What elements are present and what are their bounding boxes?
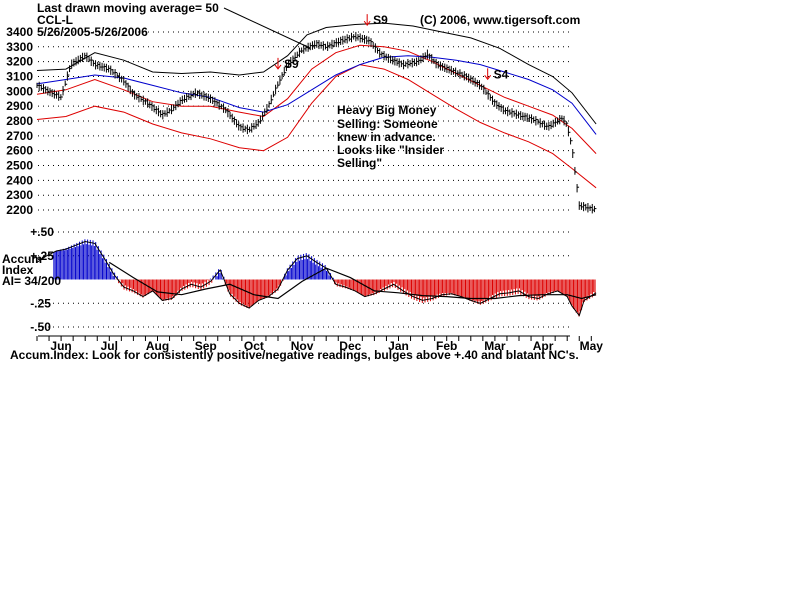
price-y-tick: 3300	[6, 40, 33, 54]
annotation-line-5: Selling"	[337, 156, 382, 170]
ma50-line	[36, 55, 597, 135]
annotation-line-3: knew in advance.	[337, 130, 436, 144]
signal-arrow-head	[363, 20, 371, 26]
price-y-tick: 3100	[6, 69, 33, 83]
ma-note-pointer	[223, 7, 311, 49]
price-y-tick: 2300	[6, 188, 33, 202]
annotation-line-2: Selling: Someone	[337, 117, 438, 131]
indicator-y-tick: +.25	[30, 249, 54, 263]
month-label: Oct	[244, 339, 264, 353]
trade-signals: S9 S9 S4	[274, 13, 509, 81]
price-series	[36, 31, 597, 214]
price-y-tick: 2600	[6, 144, 33, 158]
month-label: May	[580, 339, 604, 353]
insider-selling-annotation: Heavy Big Money Selling: Someone knew in…	[337, 103, 444, 170]
price-y-tick: 3200	[6, 55, 33, 69]
signal-label: S9	[373, 13, 388, 27]
annotation-line-4: Looks like "Insider	[337, 143, 444, 157]
month-label: Jun	[50, 339, 71, 353]
indicator-y-tick: +.50	[30, 225, 54, 239]
accum-index-histogram	[36, 239, 597, 317]
month-label: Feb	[436, 339, 457, 353]
symbol-label: CCL-L	[37, 13, 73, 27]
price-y-tick: 3400	[6, 25, 33, 39]
price-y-tick: 2900	[6, 99, 33, 113]
month-label: Jan	[388, 339, 409, 353]
month-label: Dec	[339, 339, 361, 353]
indicator-y-tick: -.50	[30, 320, 51, 334]
bollinger-bands	[36, 22, 597, 189]
month-axis: Jun Jul Aug Sep Oct Nov Dec Jan Feb Mar Apr May	[36, 335, 604, 353]
price-y-tick: 2400	[6, 173, 33, 187]
price-y-tick: 3000	[6, 84, 33, 98]
upper-band-line	[36, 22, 597, 125]
price-y-tick: 2800	[6, 114, 33, 128]
month-label: Sep	[195, 339, 217, 353]
footer-note: Accum.Index: Look for consistently posit…	[10, 348, 579, 362]
indicator-label-line1: Accum	[2, 252, 42, 266]
accum-ma-line	[108, 261, 597, 300]
month-label: Apr	[533, 339, 554, 353]
annotation-line-1: Heavy Big Money	[337, 103, 437, 117]
signal-arrow-head	[484, 74, 492, 81]
month-label: Nov	[291, 339, 314, 353]
indicator-label-line3: AI= 34/200	[2, 274, 61, 288]
signal-arrow-head	[274, 64, 282, 70]
signal-label: S4	[494, 67, 509, 81]
lower-band-line	[36, 64, 597, 189]
indicator-y-tick: -.25	[30, 296, 51, 310]
ma-note: Last drawn moving average= 50	[37, 1, 219, 15]
price-y-tick: 2200	[6, 203, 33, 217]
indicator-label-line2: Index	[2, 263, 34, 277]
price-y-tick: 2700	[6, 129, 33, 143]
price-y-tick: 2500	[6, 159, 33, 173]
signal-label: S9	[284, 57, 299, 71]
month-label: Jul	[101, 339, 118, 353]
copyright-label: (C) 2006, www.tigersoft.com	[420, 13, 580, 27]
date-range-label: 5/26/2005-5/26/2006	[37, 25, 148, 39]
mid-band-line	[36, 44, 597, 154]
accum-index-ma	[108, 261, 597, 300]
month-label: Mar	[484, 339, 506, 353]
month-label: Aug	[146, 339, 169, 353]
price-y-tick-labels: 2200230024002500260027002800290030003100…	[6, 25, 33, 217]
indicator-y-tick-labels: +.50 +.25 -.25 -.50	[30, 225, 54, 334]
accum-envelope	[36, 240, 597, 317]
